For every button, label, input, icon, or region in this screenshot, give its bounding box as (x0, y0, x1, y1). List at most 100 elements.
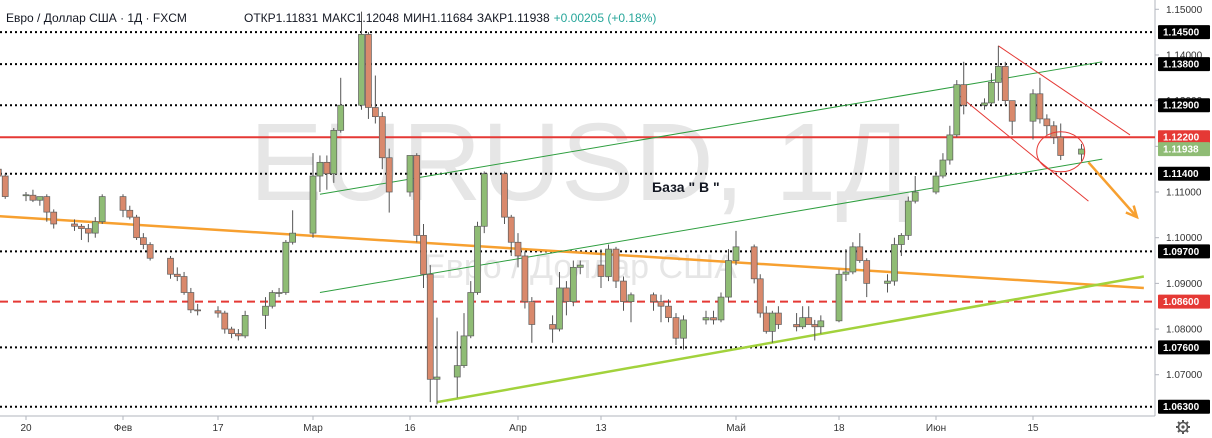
level-badge-bg (1158, 294, 1210, 309)
trend-line-light-green (436, 275, 1145, 404)
candle (98, 194, 106, 224)
candle-body-down (756, 278, 764, 314)
candle-body-down (665, 305, 672, 318)
stat-close-label: ЗАКР (477, 11, 507, 25)
candle (1008, 100, 1016, 135)
candle-body-up (898, 235, 905, 245)
candle (514, 233, 522, 268)
candle (650, 292, 657, 311)
candle-body-down (514, 241, 522, 257)
candle (835, 269, 843, 323)
candle (911, 176, 919, 204)
candle-body-down (85, 228, 92, 234)
candle-body-down (856, 246, 864, 261)
candle (612, 246, 620, 288)
time-tick-label: 18 (833, 423, 845, 434)
candle-body-down (323, 161, 331, 175)
level-badge-bg (1158, 57, 1210, 72)
candle-body-down (235, 333, 242, 337)
candle-body-up (480, 173, 488, 227)
candle-body-up (932, 175, 940, 193)
candle-body-down (650, 294, 657, 302)
candle-body-down (420, 235, 427, 275)
candle-body-up (995, 66, 1002, 83)
stat-low-value: 1.11684 (430, 11, 473, 25)
candle-body-down (372, 107, 379, 117)
stat-low-label: МИН (403, 11, 430, 25)
candle (140, 233, 147, 250)
price-tick-label: 1.08000 (1166, 325, 1203, 336)
level-badge-label: 1.13800 (1163, 60, 1200, 71)
candle-body-up (282, 241, 290, 293)
candle (725, 249, 732, 302)
candle-body-up (732, 246, 740, 261)
candle (805, 306, 813, 325)
candle (528, 297, 536, 343)
candle (378, 112, 386, 170)
candle (1043, 114, 1051, 135)
candle (309, 153, 317, 238)
candle (323, 155, 331, 190)
candle (620, 276, 627, 311)
candle-body-up (939, 159, 947, 177)
candle (268, 290, 276, 309)
watermark-symbol: EURUSD, 1Д (249, 101, 910, 224)
candle (981, 98, 988, 110)
candle (282, 239, 290, 295)
time-tick-label: Фев (114, 423, 132, 434)
candle (413, 153, 421, 243)
time-tick-label: 17 (212, 423, 224, 434)
candle (576, 260, 584, 275)
candle-body-down (140, 237, 147, 245)
candle-body-up (904, 200, 912, 236)
stat-open-label: ОТКР (244, 11, 276, 25)
candle (717, 292, 725, 323)
candle (891, 237, 898, 286)
level-badge-bg (1158, 166, 1210, 181)
level-badge-label: 1.12900 (1163, 101, 1200, 112)
candle (36, 196, 44, 206)
horizontal-levels (0, 31, 1155, 408)
time-tick-label: Мар (303, 423, 323, 434)
time-ticks: 20 Фев 17 Мар 16 Апр 13 Май 18 Июн 15 (20, 416, 1039, 434)
candle-body-up (241, 315, 249, 337)
candle (173, 267, 181, 282)
candle-body-down (612, 248, 620, 282)
trend-line-green-channel-upper (319, 61, 1103, 195)
candle-body-up (358, 34, 365, 106)
candle (194, 303, 201, 316)
candle (289, 210, 296, 245)
stat-change: +0.00205 (+0.18%) (554, 11, 657, 25)
candle (605, 244, 612, 282)
candle (946, 125, 954, 165)
candle (932, 171, 940, 195)
candle-body-up (849, 246, 857, 273)
candle (960, 61, 968, 115)
candle-body-down (1043, 118, 1051, 127)
price-tick-label: 1.10000 (1166, 233, 1203, 244)
candle-body-down (426, 273, 434, 380)
candle-body-down (378, 116, 386, 159)
candle (385, 148, 393, 213)
gear-icon[interactable] (1176, 420, 1190, 434)
candle-body-up (680, 319, 687, 339)
candle-body-up (817, 320, 825, 328)
candle (863, 258, 871, 298)
candle-body-down (775, 312, 782, 325)
candle-body-down (71, 223, 78, 227)
candle-body-up (556, 287, 563, 330)
candle-body-down (805, 317, 813, 325)
candle-body-down (793, 324, 800, 328)
candle (119, 194, 127, 218)
level-badge-bg (1158, 130, 1210, 145)
candle-body-up (911, 191, 919, 202)
candle (549, 315, 556, 343)
candle (365, 32, 372, 119)
candle (460, 313, 468, 368)
candle-body-up (453, 365, 461, 378)
candle-body-down (29, 194, 37, 201)
candle-body-down (1050, 125, 1058, 138)
candle (569, 260, 577, 307)
candle-body-down (365, 34, 372, 108)
